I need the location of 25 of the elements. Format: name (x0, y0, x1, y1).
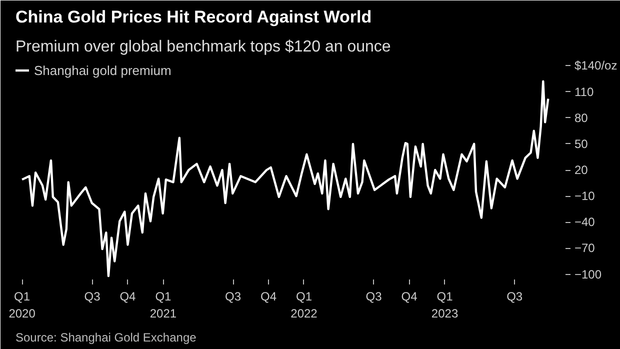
y-tick-label: 50 (574, 136, 588, 151)
y-tick-label: 80 (574, 110, 588, 125)
source-note: Source: Shanghai Gold Exchange (16, 330, 197, 344)
y-tick-label: −70 (574, 241, 596, 256)
x-tick-label: Q4 (401, 290, 418, 304)
y-tick-label: 110 (574, 84, 594, 99)
y-tick-label: $140/oz (574, 58, 618, 73)
x-tick-label: Q3 (506, 290, 523, 304)
y-tick-label: −40 (574, 215, 596, 230)
x-tick-label: Q3 (225, 290, 242, 304)
x-tick-label: Q3 (84, 290, 101, 304)
y-tick-label: 20 (574, 163, 588, 177)
x-tick-label: Q1 2022 (290, 290, 318, 320)
line-series (20, 80, 550, 278)
x-tick-label: Q1 2021 (150, 290, 177, 320)
y-tick-label: −10 (574, 189, 596, 204)
x-tick-label: Q1 2020 (8, 290, 36, 320)
y-tick-label: −100 (574, 267, 602, 282)
chart-subtitle: Premium over global benchmark tops $120 an ounce (16, 38, 391, 56)
x-tick-label: Q4 (120, 290, 136, 304)
legend-label: Shanghai gold premium (34, 62, 172, 78)
x-tick-label: Q3 (366, 290, 382, 304)
chart-title: China Gold Prices Hit Record Against World (16, 8, 372, 26)
x-tick-label: Q1 2023 (431, 290, 458, 320)
x-tick-label: Q4 (260, 290, 277, 304)
